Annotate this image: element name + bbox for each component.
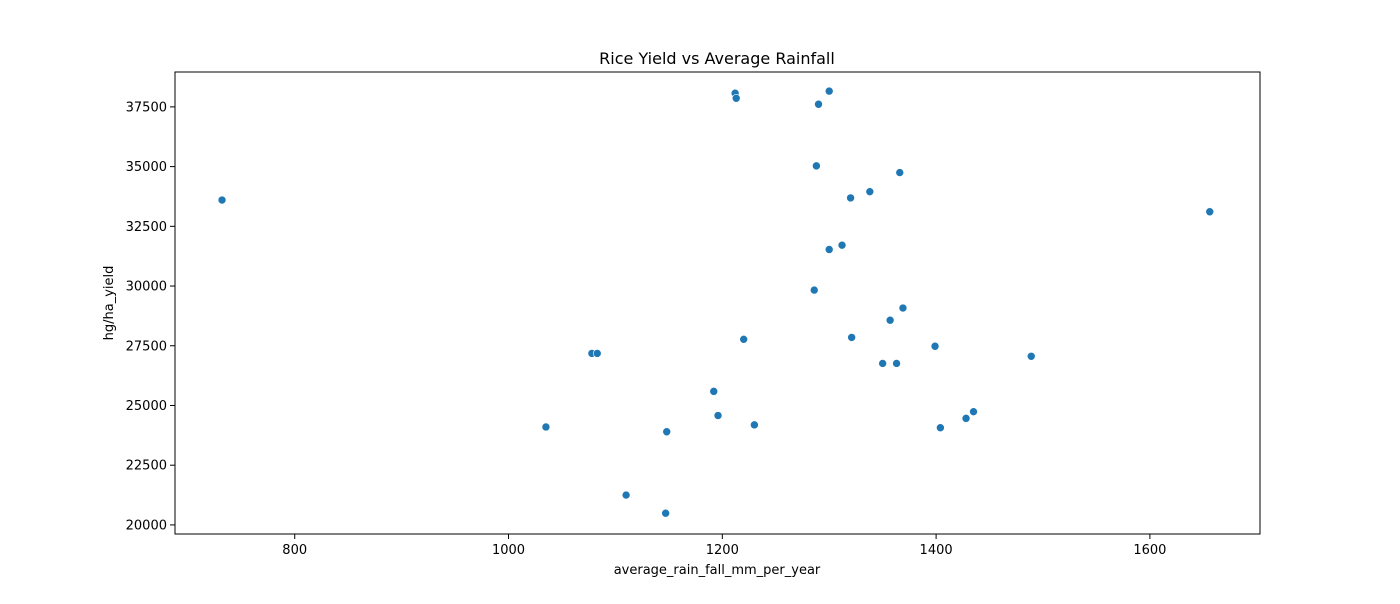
data-point [824, 86, 834, 96]
data-point [824, 245, 834, 254]
y-tick-label: 35000 [126, 160, 167, 175]
x-axis-label: average_rain_fall_mm_per_year [614, 563, 821, 578]
data-point [961, 414, 971, 423]
data-point [1026, 351, 1036, 361]
data-point [662, 427, 672, 437]
data-point [930, 341, 940, 351]
data-point [847, 333, 856, 342]
y-tick-label: 30000 [126, 280, 167, 295]
data-point [541, 422, 551, 432]
y-tick-label: 25000 [126, 399, 167, 414]
data-point [846, 193, 855, 203]
x-tick-label: 1600 [1133, 543, 1166, 558]
y-tick-label: 22500 [126, 459, 167, 474]
data-point [865, 187, 875, 196]
x-tick-label: 1400 [920, 543, 953, 558]
y-tick-label: 20000 [126, 518, 167, 533]
data-point [892, 359, 901, 368]
data-point [814, 99, 823, 109]
data-point [809, 285, 819, 295]
data-points [217, 86, 1215, 518]
data-point [217, 195, 227, 205]
data-point [661, 508, 670, 518]
y-tick-label: 32500 [126, 220, 167, 235]
data-point [898, 303, 908, 313]
data-point [895, 168, 905, 177]
data-point [592, 349, 602, 358]
data-point [837, 240, 847, 250]
chart-title: Rice Yield vs Average Rainfall [599, 49, 835, 68]
y-axis-label: hg/ha_yield [102, 266, 117, 341]
plot-area-frame [174, 71, 1261, 535]
data-point [1205, 207, 1215, 217]
y-axis: 20000 22500 25000 27500 30000 32500 35000 37500 [126, 100, 175, 533]
x-axis: 800 1000 1200 1400 1600 [282, 534, 1166, 558]
data-point [731, 93, 741, 103]
y-tick-label: 37500 [126, 100, 167, 115]
x-tick-label: 800 [282, 543, 307, 558]
x-tick-label: 1000 [492, 543, 525, 558]
data-point [885, 315, 895, 325]
data-point [750, 420, 759, 430]
data-point [969, 407, 978, 416]
data-point [713, 411, 723, 420]
data-point [878, 359, 887, 368]
data-point [739, 335, 748, 344]
y-tick-label: 27500 [126, 339, 167, 354]
x-tick-label: 1200 [706, 543, 739, 558]
data-point [709, 387, 719, 396]
data-point [936, 423, 945, 432]
data-point [621, 490, 631, 500]
data-point [812, 161, 821, 171]
